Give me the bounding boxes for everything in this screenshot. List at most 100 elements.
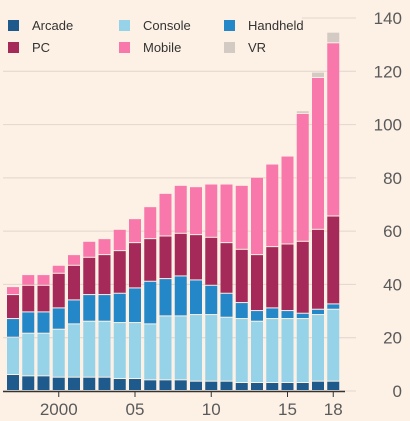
legend-item: Arcade bbox=[8, 18, 73, 33]
bar-segment bbox=[52, 329, 65, 377]
legend-swatch bbox=[8, 42, 19, 53]
y-tick-label: 0 bbox=[393, 382, 402, 401]
bar-segment bbox=[312, 315, 324, 381]
legend-label: VR bbox=[248, 40, 266, 55]
bar-segment bbox=[174, 276, 187, 316]
bar-segment bbox=[251, 177, 263, 255]
bar-stack bbox=[281, 156, 294, 390]
legend-item: Handheld bbox=[224, 18, 304, 33]
bar-segment bbox=[312, 77, 324, 229]
bar-stack bbox=[190, 187, 202, 390]
bar-segment bbox=[312, 381, 324, 390]
bar-segment bbox=[83, 321, 96, 377]
bar-segment bbox=[296, 383, 309, 390]
bar-segment bbox=[37, 285, 50, 312]
bar-segment bbox=[296, 241, 309, 313]
bar-segment bbox=[83, 241, 96, 257]
legend-item: Console bbox=[119, 18, 191, 33]
x-tick-label: 05 bbox=[126, 400, 145, 419]
bar-segment bbox=[281, 156, 294, 244]
bar-segment bbox=[327, 309, 340, 381]
bar-stack bbox=[22, 275, 35, 390]
bar-segment bbox=[235, 249, 248, 303]
bar-stack bbox=[37, 275, 50, 390]
bar-segment bbox=[98, 239, 111, 255]
legend-swatch bbox=[119, 20, 130, 31]
bar-segment bbox=[220, 293, 233, 317]
bar-stack bbox=[52, 265, 65, 390]
bar-segment bbox=[52, 308, 65, 329]
bar-segment bbox=[144, 281, 157, 324]
bar-segment bbox=[7, 287, 19, 295]
bar-segment bbox=[7, 295, 19, 319]
bar-segment bbox=[22, 275, 35, 285]
y-tick-label: 100 bbox=[374, 116, 402, 135]
bar-segment bbox=[113, 323, 126, 379]
bar-stack bbox=[129, 219, 141, 390]
legend-label: Console bbox=[143, 18, 191, 33]
bar-segment bbox=[83, 377, 96, 390]
bar-segment bbox=[68, 255, 80, 265]
bar-segment bbox=[251, 321, 263, 383]
legend-swatch bbox=[224, 20, 235, 31]
bar-segment bbox=[7, 375, 19, 390]
bar-segment bbox=[37, 376, 50, 390]
bar-segment bbox=[312, 229, 324, 309]
bar-segment bbox=[312, 309, 324, 315]
bar-segment bbox=[129, 219, 141, 243]
bar-segment bbox=[190, 187, 202, 235]
bar-segment bbox=[235, 319, 248, 383]
bar-segment bbox=[220, 184, 233, 243]
y-tick-label: 40 bbox=[383, 275, 402, 294]
bar-stack bbox=[83, 241, 96, 390]
legend-swatch bbox=[224, 42, 235, 53]
bar-segment bbox=[129, 288, 141, 323]
bar-segment bbox=[190, 381, 202, 390]
bar-segment bbox=[327, 304, 340, 309]
bar-segment bbox=[205, 285, 218, 315]
bar-stack bbox=[174, 185, 187, 390]
legend-label: Arcade bbox=[32, 18, 73, 33]
x-tick-label: 15 bbox=[278, 400, 297, 419]
bar-segment bbox=[159, 279, 172, 316]
bar-stack bbox=[266, 164, 279, 390]
bar-segment bbox=[174, 316, 187, 380]
bar-segment bbox=[281, 311, 294, 319]
bar-segment bbox=[205, 315, 218, 381]
bar-segment bbox=[174, 185, 187, 233]
bar-segment bbox=[98, 255, 111, 295]
bar-segment bbox=[113, 251, 126, 293]
x-tick-label: 2000 bbox=[40, 400, 78, 419]
bar-segment bbox=[144, 324, 157, 380]
bar-stack bbox=[159, 193, 172, 390]
bar-stack bbox=[220, 184, 233, 390]
bar-stack bbox=[296, 111, 309, 390]
bar-segment bbox=[327, 381, 340, 390]
y-tick-label: 80 bbox=[383, 169, 402, 188]
bar-segment bbox=[98, 295, 111, 321]
bar-segment bbox=[144, 207, 157, 239]
bar-segment bbox=[159, 316, 172, 380]
bar-segment bbox=[205, 237, 218, 285]
bar-segment bbox=[220, 381, 233, 390]
bar-stack bbox=[68, 255, 80, 390]
legend-background bbox=[2, 11, 302, 63]
bar-segment bbox=[37, 275, 50, 285]
x-axis-ticks: 2000 05 10 15 18 bbox=[40, 392, 343, 419]
bar-segment bbox=[327, 43, 340, 216]
bar-segment bbox=[296, 313, 309, 319]
bar-segment bbox=[52, 377, 65, 390]
legend-label: PC bbox=[32, 40, 50, 55]
bar-segment bbox=[7, 319, 19, 337]
y-tick-label: 60 bbox=[383, 222, 402, 241]
bar-segment bbox=[22, 376, 35, 390]
bar-segment bbox=[113, 293, 126, 323]
y-tick-label: 120 bbox=[374, 62, 402, 81]
bar-segment bbox=[129, 323, 141, 379]
bar-segment bbox=[266, 164, 279, 247]
bar-segment bbox=[159, 380, 172, 390]
bar-segment bbox=[113, 379, 126, 390]
legend-label: Handheld bbox=[248, 18, 304, 33]
bar-segment bbox=[83, 295, 96, 321]
bar-segment bbox=[22, 333, 35, 376]
